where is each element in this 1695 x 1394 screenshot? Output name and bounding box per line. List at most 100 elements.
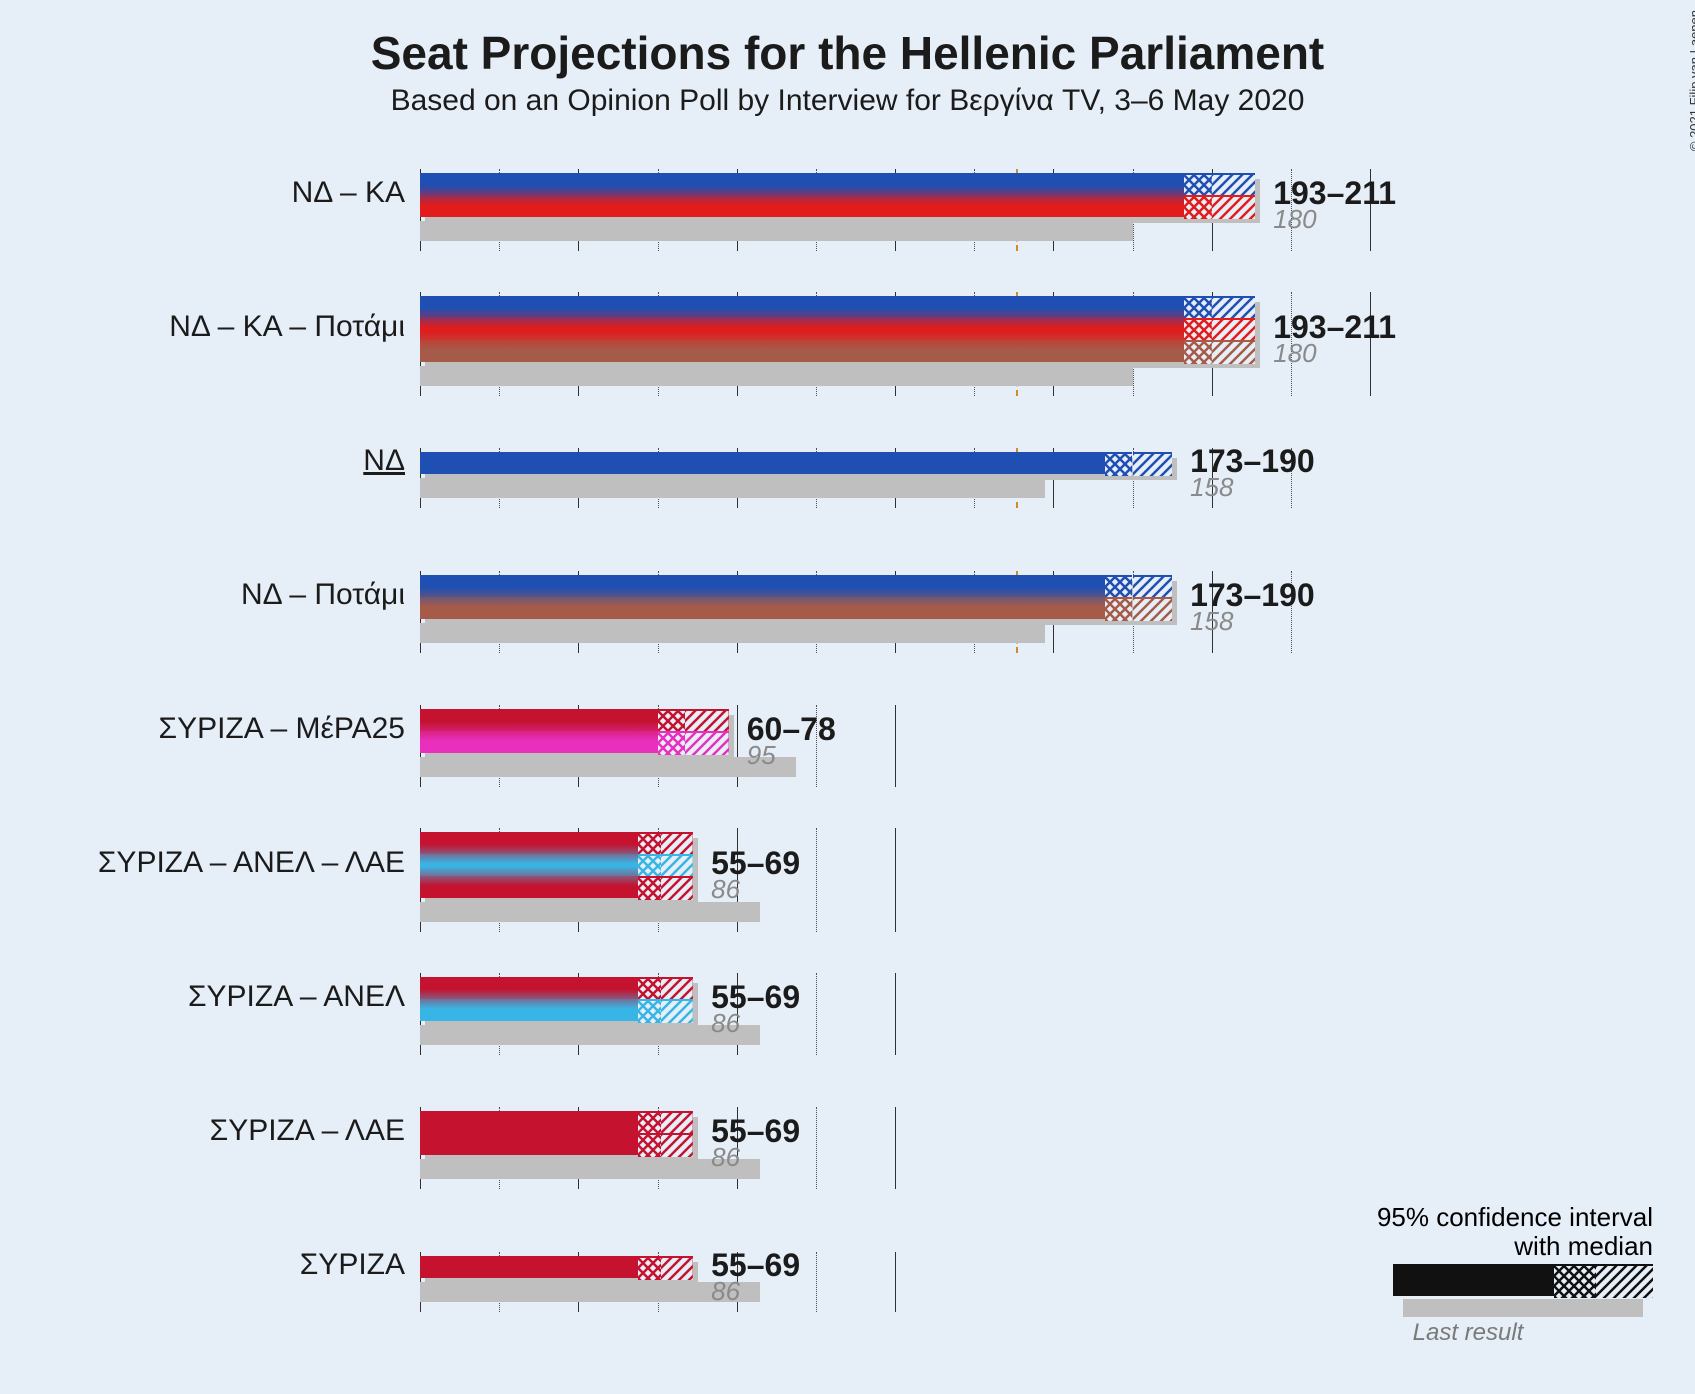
ci-diagonal-hatch	[661, 999, 693, 1021]
value-previous: 86	[711, 874, 740, 905]
grid-line	[895, 1252, 896, 1312]
row-chart-area	[420, 296, 1370, 392]
party-row: ΣΥΡΙΖΑ – ΑΝΕΛ55–6986	[0, 944, 1695, 1078]
value-previous: 180	[1273, 338, 1316, 369]
ci-crosshatch	[1184, 173, 1212, 195]
series-bar	[420, 597, 1105, 619]
ci-diagonal-hatch	[1212, 173, 1256, 195]
party-row: ΣΥΡΙΖΑ – ΑΝΕΛ – ΛΑΕ55–6986	[0, 810, 1695, 944]
series-bar	[420, 195, 1184, 217]
value-previous: 86	[711, 1142, 740, 1173]
grid-line	[816, 973, 817, 1055]
grid-line	[895, 1107, 896, 1189]
last-result-bar	[420, 757, 796, 777]
party-label: ΝΔ – ΚΑ – Ποτάμι	[169, 310, 405, 344]
grid-line	[816, 1107, 817, 1189]
ci-diagonal-hatch	[1133, 597, 1173, 619]
value-previous: 86	[711, 1008, 740, 1039]
chart-subtitle: Based on an Opinion Poll by Interview fo…	[0, 84, 1695, 118]
last-result-bar	[420, 366, 1133, 386]
series-bar	[420, 1256, 638, 1278]
ci-diagonal-hatch	[1212, 318, 1256, 340]
row-chart-area	[420, 1256, 895, 1308]
ci-crosshatch	[638, 876, 662, 898]
series-bar	[420, 296, 1184, 318]
grid-line	[895, 828, 896, 932]
ci-crosshatch	[638, 977, 662, 999]
ci-diagonal-hatch	[661, 1111, 693, 1133]
party-row: ΣΥΡΙΖΑ – ΜέΡΑ2560–7895	[0, 676, 1695, 810]
ci-diagonal-hatch	[1212, 296, 1256, 318]
series-bar	[420, 854, 638, 876]
series-bar	[420, 731, 658, 753]
ci-crosshatch	[1105, 575, 1133, 597]
row-chart-area	[420, 575, 1291, 649]
party-label: ΣΥΡΙΖΑ – ΛΑΕ	[210, 1114, 405, 1148]
ci-crosshatch	[1184, 340, 1212, 362]
ci-crosshatch	[638, 832, 662, 854]
party-label: ΝΔ	[363, 444, 405, 478]
ci-diagonal-hatch	[661, 1256, 693, 1278]
ci-crosshatch	[638, 999, 662, 1021]
party-label: ΣΥΡΙΖΑ – ΑΝΕΛ – ΛΑΕ	[98, 846, 405, 880]
value-previous: 158	[1190, 606, 1233, 637]
ci-diagonal-hatch	[661, 1133, 693, 1155]
last-result-bar	[420, 221, 1133, 241]
last-result-bar	[420, 478, 1045, 498]
copyright-text: © 2021 Filip van Laenen	[1687, 10, 1695, 151]
ci-diagonal-hatch	[1133, 452, 1173, 474]
ci-crosshatch	[638, 854, 662, 876]
party-label: ΝΔ – Ποτάμι	[241, 578, 405, 612]
value-previous: 86	[711, 1276, 740, 1307]
legend-line1: 95% confidence interval	[1377, 1202, 1653, 1233]
chart-title: Seat Projections for the Hellenic Parlia…	[0, 26, 1695, 80]
series-bar	[420, 709, 658, 731]
party-row: ΝΔ – ΚΑ – Ποτάμι193–211180	[0, 274, 1695, 408]
series-bar	[420, 999, 638, 1021]
party-label: ΣΥΡΙΖΑ	[300, 1248, 405, 1282]
legend-line3: Last result	[1353, 1319, 1583, 1347]
ci-diagonal-hatch	[661, 832, 693, 854]
ci-diagonal-hatch	[661, 854, 693, 876]
series-bar	[420, 452, 1105, 474]
legend-line2: with median	[1514, 1231, 1653, 1262]
ci-crosshatch	[658, 709, 686, 731]
row-chart-area	[420, 452, 1291, 504]
party-row: ΣΥΡΙΖΑ – ΛΑΕ55–6986	[0, 1078, 1695, 1212]
ci-crosshatch	[1184, 195, 1212, 217]
legend-swatch-last	[1403, 1299, 1643, 1317]
row-chart-area	[420, 173, 1370, 247]
series-bar	[420, 876, 638, 898]
row-chart-area	[420, 977, 895, 1051]
value-previous: 95	[747, 740, 776, 771]
grid-line	[816, 828, 817, 932]
ci-crosshatch	[638, 1111, 662, 1133]
row-chart-area	[420, 1111, 895, 1185]
ci-diagonal-hatch	[685, 709, 729, 731]
ci-crosshatch	[638, 1256, 662, 1278]
last-result-bar	[420, 1159, 760, 1179]
series-bar	[420, 318, 1184, 340]
ci-crosshatch	[1105, 597, 1133, 619]
ci-diagonal-hatch	[685, 731, 729, 753]
party-label: ΣΥΡΙΖΑ – ΜέΡΑ25	[159, 712, 405, 746]
series-bar	[420, 977, 638, 999]
last-result-bar	[420, 902, 760, 922]
ci-diagonal-hatch	[661, 876, 693, 898]
ci-crosshatch	[1184, 318, 1212, 340]
series-bar	[420, 1133, 638, 1155]
party-label: ΝΔ – ΚΑ	[292, 176, 405, 210]
ci-diagonal-hatch	[1133, 575, 1173, 597]
legend-swatch-ci	[1393, 1264, 1653, 1296]
grid-line	[895, 705, 896, 787]
grid-line	[816, 1252, 817, 1312]
last-result-bar	[420, 1282, 760, 1302]
party-row: ΝΔ – ΚΑ193–211180	[0, 140, 1695, 274]
series-bar	[420, 340, 1184, 362]
ci-crosshatch	[1105, 452, 1133, 474]
party-row: ΝΔ – Ποτάμι173–190158	[0, 542, 1695, 676]
series-bar	[420, 832, 638, 854]
series-bar	[420, 575, 1105, 597]
party-label: ΣΥΡΙΖΑ – ΑΝΕΛ	[188, 980, 405, 1014]
party-row: ΝΔ173–190158	[0, 408, 1695, 542]
